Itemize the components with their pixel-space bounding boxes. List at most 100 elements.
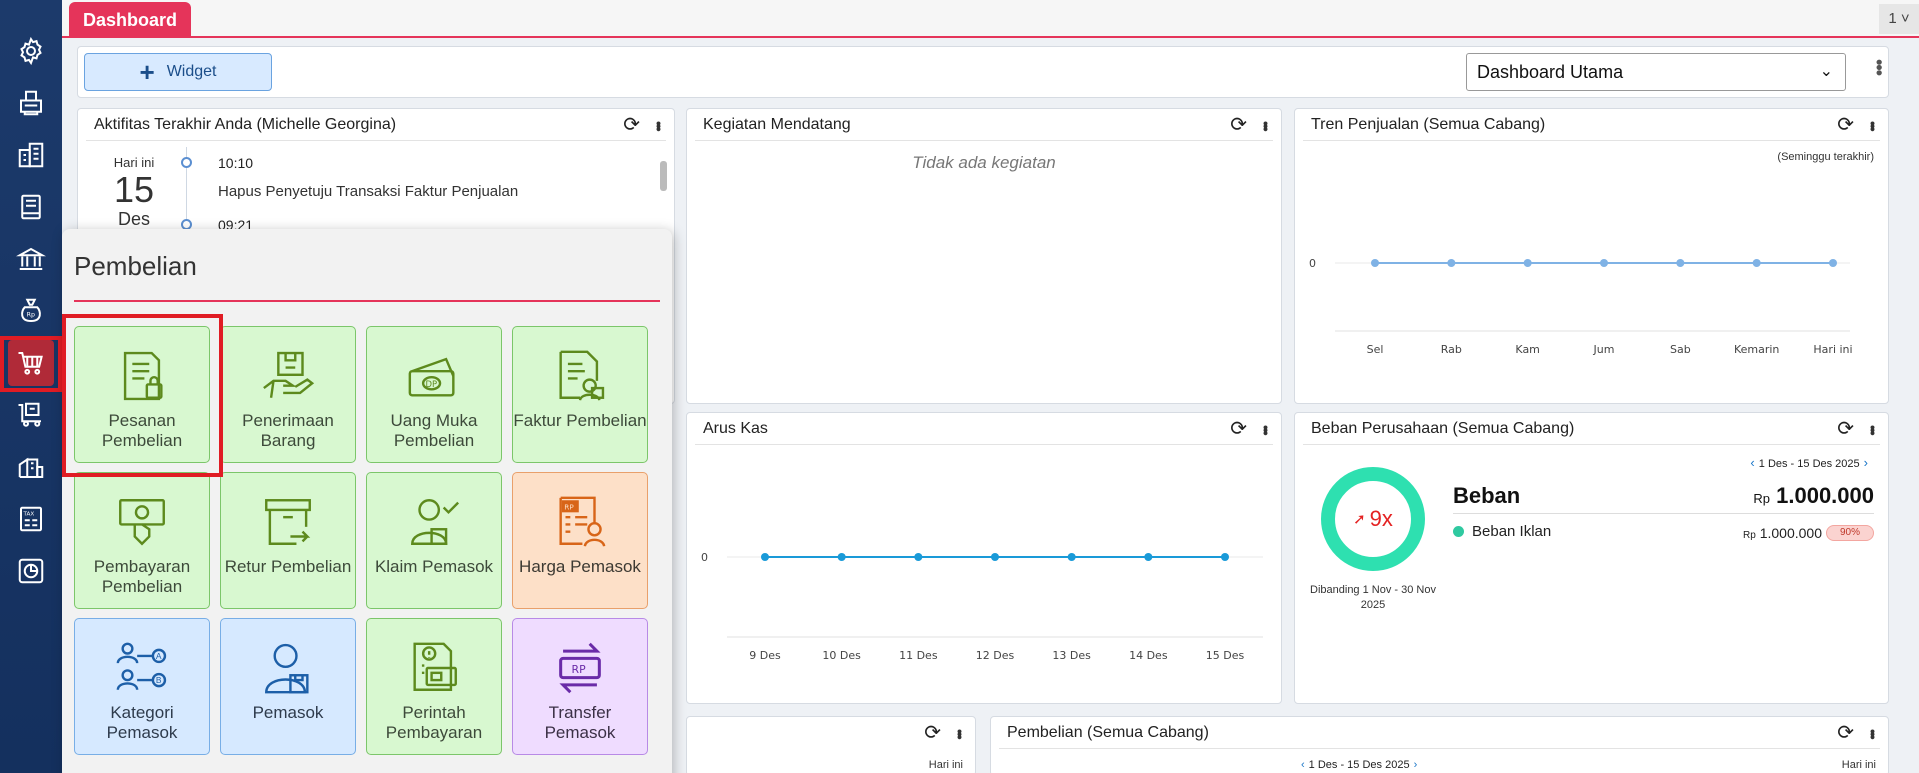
expenses-donut: ➚ 9x	[1321, 467, 1425, 571]
popup-divider	[74, 300, 660, 302]
x-tick-label: Kam	[1515, 343, 1539, 356]
svg-text:RP: RP	[564, 502, 574, 511]
more-icon[interactable]: •••	[1865, 120, 1881, 130]
dashboard-toolbar: + Widget Dashboard Utama ⌄ •••	[77, 46, 1889, 98]
settings-gear-icon[interactable]	[8, 28, 54, 74]
arrow-up-circle-icon: ➚	[1353, 511, 1366, 528]
tax-icon[interactable]: TAX	[8, 496, 54, 542]
expense-row: Beban Iklan	[1453, 523, 1551, 540]
x-tick-label: Jum	[1593, 343, 1615, 356]
y-tick-label: 0	[1309, 257, 1316, 270]
expenses-ratio: 9x	[1369, 506, 1393, 531]
dashboard-select[interactable]: Dashboard Utama ⌄	[1466, 53, 1846, 91]
warehouse-icon[interactable]	[8, 444, 54, 490]
purchases-note: Hari ini	[1841, 759, 1876, 771]
tile-purchase-order[interactable]: Pesanan Pembelian	[74, 326, 210, 463]
data-point	[914, 553, 923, 561]
refresh-icon[interactable]: ⟳	[1837, 722, 1854, 744]
toolbar-more-icon[interactable]: •••	[1869, 59, 1889, 75]
tile-down-payment[interactable]: DP Uang Muka Pembelian	[366, 326, 502, 463]
tile-supplier-price[interactable]: RP Harga Pemasok	[512, 472, 648, 609]
tile-supplier-claim[interactable]: Klaim Pemasok	[366, 472, 502, 609]
x-tick-label: Sab	[1670, 343, 1691, 356]
tile-label: Transfer Pemasok	[544, 703, 616, 742]
cart-icon[interactable]	[8, 340, 54, 386]
refresh-icon[interactable]: ⟳	[1230, 418, 1247, 440]
data-point	[837, 553, 846, 561]
top-window-number: 1	[1888, 10, 1897, 27]
expense-row-amount: 1.000.000	[1759, 525, 1822, 541]
panel-purchases-title: Pembelian (Semua Cabang)	[999, 717, 1880, 749]
tile-purchase-payment[interactable]: Pembayaran Pembelian	[74, 472, 210, 609]
expenses-heading: Beban	[1453, 483, 1521, 508]
purchase-menu-popup: Pembelian Pesanan Pembelian Penerimaan B…	[62, 229, 672, 773]
activity-time: 10:10	[218, 155, 254, 171]
x-tick-label: Sel	[1367, 343, 1384, 356]
activity-month: Des	[117, 209, 150, 229]
building-icon[interactable]	[8, 132, 54, 178]
sales-trend-chart: 0 Sel Rab Kam Jum Sab Kemarin Hari ini	[1309, 257, 1853, 356]
top-window-selector[interactable]: 1 ˅	[1879, 4, 1919, 34]
panel-sales-trend-title: Tren Penjualan (Semua Cabang)	[1303, 109, 1880, 141]
add-widget-button[interactable]: + Widget	[84, 53, 272, 91]
more-icon[interactable]: •••	[651, 120, 667, 130]
data-point	[1829, 259, 1837, 267]
refresh-icon[interactable]: ⟳	[924, 722, 941, 744]
svg-text:Rp: Rp	[27, 312, 35, 319]
tile-purchase-return[interactable]: Retur Pembelian	[220, 472, 356, 609]
x-tick-label: Rab	[1441, 343, 1462, 356]
expenses-total: Rp 1.000.000	[1753, 483, 1874, 509]
popup-title: Pembelian	[74, 251, 197, 281]
more-icon[interactable]: •••	[1865, 728, 1881, 738]
chevron-right-icon[interactable]: ›	[1413, 759, 1418, 771]
more-icon[interactable]: •••	[1865, 424, 1881, 434]
data-point	[991, 553, 999, 561]
svg-text:TAX: TAX	[23, 511, 35, 517]
chevron-left-icon[interactable]: ‹	[1301, 759, 1305, 771]
tile-payment-order[interactable]: Perintah Pembayaran	[366, 618, 502, 755]
more-icon[interactable]: •••	[952, 728, 968, 738]
refresh-icon[interactable]: ⟳	[1837, 418, 1854, 440]
delivery-icon[interactable]	[8, 392, 54, 438]
panel-expenses: Beban Perusahaan (Semua Cabang) ⟳ ••• ‹ 1 …	[1294, 412, 1889, 704]
data-point	[1067, 553, 1076, 561]
chevron-right-icon[interactable]: ›	[1863, 455, 1868, 470]
scrollbar-thumb[interactable]	[660, 161, 667, 191]
tile-label: Pembayaran Pembelian	[93, 557, 191, 596]
tab-dashboard[interactable]: Dashboard	[69, 2, 192, 38]
more-icon[interactable]: •••	[1258, 424, 1274, 434]
x-tick-label: 13 Des	[1052, 649, 1091, 662]
tile-supplier-category[interactable]: A B Kategori Pemasok	[74, 618, 210, 755]
tile-label: Retur Pembelian	[224, 557, 352, 576]
bank-icon[interactable]	[8, 236, 54, 282]
x-tick-label: 12 Des	[976, 649, 1015, 662]
svg-text:B: B	[156, 675, 162, 685]
panel-cashflow-title: Arus Kas	[695, 413, 1273, 445]
money-bag-icon[interactable]: Rp	[8, 288, 54, 334]
more-icon[interactable]: •••	[1258, 120, 1274, 130]
data-point	[1752, 259, 1761, 267]
data-point	[1221, 553, 1229, 561]
purchases-range: ‹ 1 Des - 15 Des 2025 ›	[1301, 759, 1417, 771]
legend-dot	[1453, 526, 1464, 537]
expense-row-name: Beban Iklan	[1472, 523, 1552, 540]
panel-expenses-title: Beban Perusahaan (Semua Cabang)	[1303, 413, 1880, 445]
data-point	[761, 553, 769, 561]
panel-sales-trend: Tren Penjualan (Semua Cabang) ⟳ ••• (Semi…	[1294, 108, 1889, 404]
y-tick-label: 0	[701, 551, 708, 564]
activity-day-label: Hari ini	[113, 155, 155, 170]
tile-goods-receipt[interactable]: Penerimaan Barang	[220, 326, 356, 463]
tile-supplier[interactable]: Pemasok	[220, 618, 356, 755]
refresh-icon[interactable]: ⟳	[1230, 114, 1247, 136]
svg-text:RP: RP	[572, 663, 587, 676]
tile-supplier-transfer[interactable]: RP Transfer Pemasok	[512, 618, 648, 755]
tile-purchase-invoice[interactable]: Faktur Pembelian	[512, 326, 648, 463]
refresh-icon[interactable]: ⟳	[1837, 114, 1854, 136]
report-chart-icon[interactable]	[8, 548, 54, 594]
panel-upcoming-title: Kegiatan Mendatang	[695, 109, 1273, 141]
tile-label: Harga Pemasok	[519, 557, 641, 576]
chevron-left-icon[interactable]: ‹	[1750, 455, 1755, 470]
refresh-icon[interactable]: ⟳	[623, 114, 640, 136]
book-icon[interactable]	[8, 184, 54, 230]
printer-icon[interactable]	[8, 80, 54, 126]
